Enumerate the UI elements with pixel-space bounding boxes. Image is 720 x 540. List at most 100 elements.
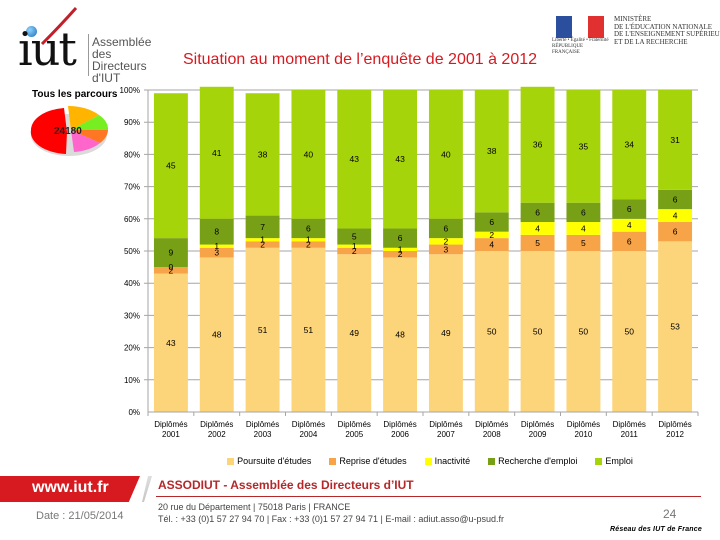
legend-item: Reprise d'études [329,456,407,466]
bar-value-label: 6 [627,236,632,246]
bar-segment [474,90,509,213]
bar-segment [245,247,280,412]
legend-label: Poursuite d'études [237,456,312,466]
pie-slice [71,130,100,152]
bar-value-label: 1 [352,241,357,251]
bar-segment [566,222,601,235]
y-tick-label: 40% [124,279,140,288]
bar-segment [245,93,280,216]
y-tick-label: 30% [124,311,140,320]
y-tick-label: 70% [124,183,140,192]
bar-segment [383,90,418,229]
bar-segment [428,238,463,245]
bar-value-label: 53 [670,322,680,332]
bar-value-label: 3 [444,244,449,254]
french-flag-icon [556,16,604,38]
y-tick-label: 20% [124,344,140,353]
ministry-line: DE L'ÉDUCATION NATIONALE [614,22,713,31]
bar-segment [383,247,418,251]
bar-segment [337,244,372,248]
url-banner [0,476,140,502]
bar-segment [153,273,188,412]
slide-title: Situation au moment de l’enquête de 2001… [182,51,538,68]
x-tick-label: Diplômés [383,420,416,429]
legend-label: Inactivité [434,456,471,466]
bar-segment [153,267,188,274]
ministry-line: ET DE LA RECHERCHE [614,37,688,46]
bar-value-label: 6 [673,227,678,237]
bar-value-label: 35 [579,141,589,151]
bar-value-label: 6 [627,204,632,214]
bar-segment [520,234,555,251]
bar-value-label: 7 [260,222,265,232]
bar-segment [337,247,372,255]
bar-segment [245,241,280,248]
bar-segment [520,86,555,203]
legend-swatch [595,457,603,465]
page-number: 24 [663,507,677,521]
legend-swatch [488,457,496,465]
pie-slice [71,115,109,130]
bar-segment [612,90,647,200]
x-tick-label: Diplômés [613,420,646,429]
bar-segment [566,234,601,251]
bar-value-label: 6 [306,223,311,233]
bar-segment [612,231,647,251]
bar-labels: 4320945483184151217385121640492154348216… [166,135,680,348]
x-axis: Diplômés2001Diplômés2002Diplômés2003Dipl… [148,411,699,439]
x-tick-label: 2003 [254,430,272,439]
bar-value-label: 6 [581,207,586,217]
bar-value-label: 2 [306,240,311,250]
x-tick-label: Diplômés [154,420,187,429]
bar-value-label: 45 [166,161,176,171]
bar-segment [291,241,326,248]
bar-segment [291,90,326,219]
bar-value-label: 9 [169,248,174,258]
bar-segment [474,238,509,251]
legend-item: Inactivité [424,456,471,466]
organization-name: ASSODIUT - Assemblée des Directeurs d’IU… [158,478,414,492]
iut-logo: iut Assemblée des Directeurs d'IUT [10,4,160,84]
bar-segment [566,90,601,203]
bar-value-label: 4 [581,223,586,233]
legend-label: Reprise d'études [339,456,407,466]
x-tick-label: Diplômés [429,420,462,429]
legend-item: Emploi [595,456,633,466]
bar-value-label: 1 [260,235,265,245]
bar-value-label: 2 [444,236,449,246]
pie-center-label: 24180 [54,126,82,137]
website-link[interactable]: www.iut.fr [32,479,109,496]
bar-segment [474,251,509,412]
bar-value-label: 6 [444,223,449,233]
bar-segment [199,86,234,219]
x-tick-label: 2004 [300,430,318,439]
legend-item: Recherche d'emploi [488,456,577,466]
bar-value-label: 50 [625,327,635,337]
ministry-line: DE L'ENSEIGNEMENT SUPÉRIEUR [614,30,720,38]
x-tick-label: 2005 [345,430,363,439]
bar-value-label: 51 [258,325,268,335]
network-tagline: Réseau des IUT de France [610,526,702,533]
bar-value-label: 2 [352,246,357,256]
bar-segment [291,218,326,239]
bar-segment [658,90,693,190]
address-text: 20 rue du Département | 75018 Paris | FR… [158,502,351,512]
legend-swatch [424,457,432,465]
bar-value-label: 5 [352,232,357,242]
logo-mark: iut [18,22,77,76]
bar-segment [520,222,555,235]
page-curl-icon [142,476,152,502]
bar-value-label: 0 [169,262,174,272]
x-tick-label: 2011 [621,430,639,439]
footer-divider [156,496,701,497]
bar-value-label: 1 [306,235,311,245]
x-tick-label: Diplômés [521,420,554,429]
logo-divider [88,34,89,76]
bar-segment [612,251,647,412]
bar-segment [474,231,509,239]
bar-value-label: 4 [535,223,540,233]
bar-value-label: 34 [625,140,635,150]
bar-value-label: 2 [260,240,265,250]
y-axis: 0% 10% 20% 30% 40% 50% 60% 70% 80% 90% 100% [120,86,149,417]
